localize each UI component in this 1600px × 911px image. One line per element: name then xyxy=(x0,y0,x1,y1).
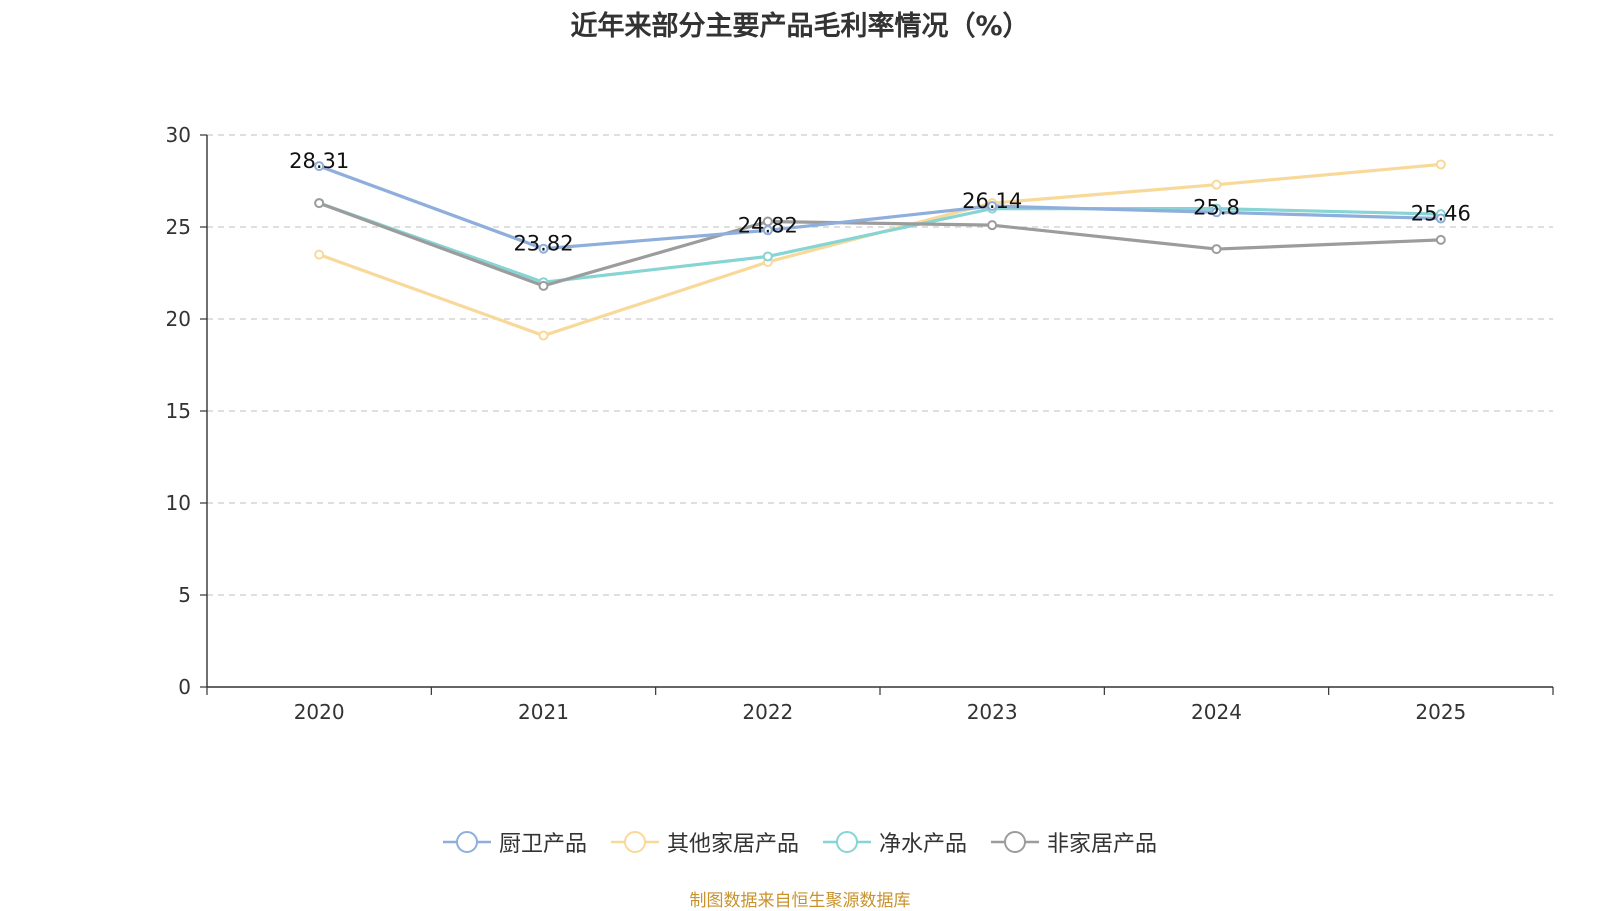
legend-item-1[interactable]: 其他家居产品 xyxy=(610,826,799,858)
x-tick-label: 2022 xyxy=(742,700,793,724)
data-point-1 xyxy=(1435,159,1446,170)
data-point-1 xyxy=(538,330,549,341)
legend-label: 厨卫产品 xyxy=(498,832,587,857)
y-tick-label: 10 xyxy=(166,491,191,515)
series-line-0 xyxy=(318,164,1441,251)
series-line-3 xyxy=(318,201,1441,288)
data-label: 24.82 xyxy=(738,213,798,237)
x-tick-label: 2024 xyxy=(1191,700,1242,724)
legend-label: 净水产品 xyxy=(879,832,968,857)
data-label: 25.46 xyxy=(1411,202,1471,226)
legend-line-circle-icon xyxy=(610,831,659,853)
y-tick-label: 25 xyxy=(166,215,191,239)
x-tick-label: 2020 xyxy=(294,700,345,724)
data-point-3 xyxy=(314,198,325,209)
data-point-2 xyxy=(762,251,773,262)
data-point-0 xyxy=(314,161,325,172)
data-label: 23.82 xyxy=(513,232,573,256)
data-point-3 xyxy=(1435,234,1446,245)
legend-item-0[interactable]: 厨卫产品 xyxy=(442,826,587,858)
series-layer xyxy=(314,159,1446,341)
x-tick-label: 2021 xyxy=(518,700,569,724)
legend-line-circle-icon xyxy=(442,831,491,853)
legend-label: 其他家居产品 xyxy=(666,832,799,857)
legend-line-circle-icon xyxy=(823,831,871,853)
data-point-3 xyxy=(987,220,998,231)
chart-title: 近年来部分主要产品毛利率情况（%） xyxy=(570,11,1030,42)
y-tick-label: 0 xyxy=(178,675,191,699)
legend-item-3[interactable]: 非家居产品 xyxy=(991,826,1157,858)
legend-label: 非家居产品 xyxy=(1047,832,1158,857)
data-point-0 xyxy=(762,225,773,236)
data-point-1 xyxy=(314,249,325,260)
y-tick-label: 30 xyxy=(166,123,191,147)
data-point-0 xyxy=(987,201,998,212)
label-layer: 28.31 23.82 24.82 26.14 25.8 25.46 xyxy=(289,149,1471,256)
legend-item-2[interactable]: 净水产品 xyxy=(823,826,967,858)
x-tick-label: 2023 xyxy=(967,700,1018,724)
data-label: 25.8 xyxy=(1193,195,1240,219)
data-label: 28.31 xyxy=(289,149,349,173)
y-tick-label: 20 xyxy=(166,307,191,331)
data-point-0 xyxy=(1435,213,1446,224)
data-point-3 xyxy=(1211,244,1222,255)
source-note: 制图数据来自恒生聚源数据库 xyxy=(689,891,911,911)
y-tick-label: 5 xyxy=(178,583,191,607)
data-point-1 xyxy=(1211,179,1222,190)
y-tick-label: 15 xyxy=(166,399,191,423)
series-line-1 xyxy=(318,162,1441,338)
data-point-0 xyxy=(1211,207,1222,218)
data-point-0 xyxy=(538,243,549,254)
data-label: 26.14 xyxy=(962,189,1022,213)
legend: 厨卫产品 其他家居产品 净水产品 非家居产品 xyxy=(0,826,1600,858)
data-point-3 xyxy=(538,280,549,291)
grid-layer xyxy=(207,134,1553,596)
series-line-2 xyxy=(318,201,1441,284)
x-tick-label: 2025 xyxy=(1415,700,1466,724)
legend-line-circle-icon xyxy=(991,831,1040,853)
